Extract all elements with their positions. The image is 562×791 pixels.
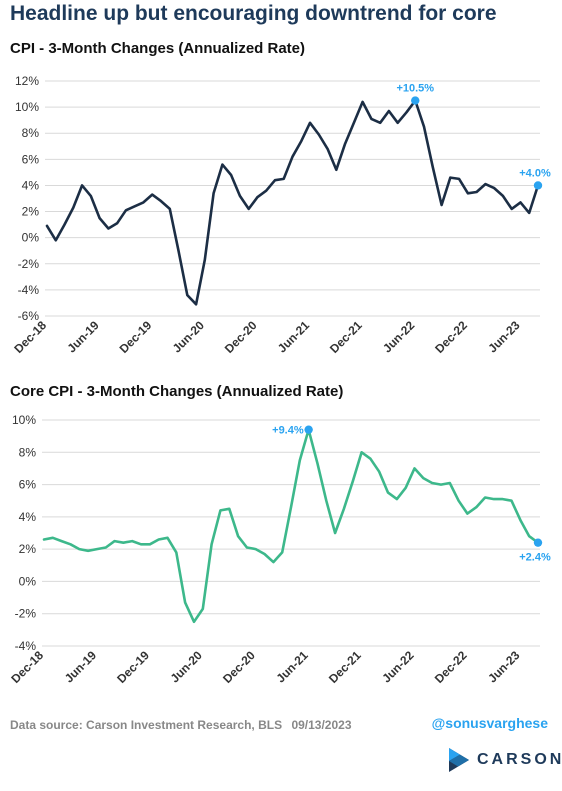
y-tick-label: 2%	[22, 205, 40, 219]
y-tick-label: 6%	[22, 152, 40, 166]
series-line	[42, 428, 540, 624]
x-tick-label: Dec-19	[114, 648, 152, 686]
x-tick-label: Jun-23	[485, 648, 522, 685]
x-tick-label: Dec-21	[326, 648, 364, 686]
source-date: 09/13/2023	[291, 718, 352, 732]
carson-logo: CARSON	[449, 748, 562, 772]
highlight-point	[411, 96, 420, 105]
point-annotation: +9.4%	[272, 425, 304, 437]
y-tick-label: 2%	[19, 542, 37, 556]
highlight-point	[533, 181, 543, 190]
y-tick-label: 8%	[19, 445, 37, 459]
y-tick-label: -2%	[15, 607, 37, 621]
y-tick-label: -2%	[18, 257, 40, 271]
point-annotation: +4.0%	[519, 167, 551, 179]
y-tick-label: -6%	[18, 309, 40, 323]
carson-logo-icon	[449, 748, 469, 772]
core-cpi-chart: 10% 8% 6% 4% 2% 0% -2% -4%Dec-18 Jun-19 Dec-19 Jun…	[8, 413, 551, 686]
y-tick-label: 10%	[15, 100, 39, 114]
point-annotation: +10.5%	[396, 83, 434, 95]
y-tick-label: 0%	[22, 231, 40, 245]
x-tick-label: Dec-20	[220, 648, 258, 686]
y-tick-label: 0%	[19, 574, 37, 588]
source-text: Data source: Carson Investment Research,…	[10, 718, 283, 732]
data-source-note: Data source: Carson Investment Research,…	[10, 718, 352, 732]
highlight-point	[533, 538, 543, 547]
x-tick-label: Jun-20	[168, 648, 205, 685]
y-tick-label: 4%	[22, 178, 40, 192]
x-tick-label: Dec-22	[432, 648, 470, 686]
y-tick-label: 12%	[15, 74, 39, 88]
highlight-point	[304, 425, 313, 434]
y-tick-label: -4%	[15, 639, 37, 653]
x-tick-label: Jun-21	[274, 648, 311, 685]
point-annotation: +2.4%	[519, 552, 551, 564]
cpi-chart-title: CPI - 3-Month Changes (Annualized Rate)	[10, 40, 306, 57]
y-tick-label: 4%	[19, 510, 37, 524]
y-tick-label: -4%	[18, 283, 40, 297]
series-line	[45, 99, 540, 306]
x-tick-label: Dec-18	[8, 648, 46, 686]
core-cpi-chart-title: Core CPI - 3-Month Changes (Annualized R…	[10, 383, 344, 400]
main-title: Headline up but encouraging downtrend fo…	[10, 2, 497, 25]
author-handle: @sonusvarghese	[431, 715, 548, 731]
carson-logo-text: CARSON	[477, 751, 562, 768]
y-tick-label: 10%	[12, 413, 36, 427]
cpi-chart: 12%10%8%6%4%2%0%-2%-4%-6%Dec-18 Jun-19 Dec…	[11, 74, 551, 356]
x-tick-label: Jun-22	[379, 648, 416, 685]
x-tick-label: Jun-19	[62, 648, 99, 685]
y-tick-label: 6%	[19, 478, 37, 492]
y-tick-label: 8%	[22, 126, 40, 140]
